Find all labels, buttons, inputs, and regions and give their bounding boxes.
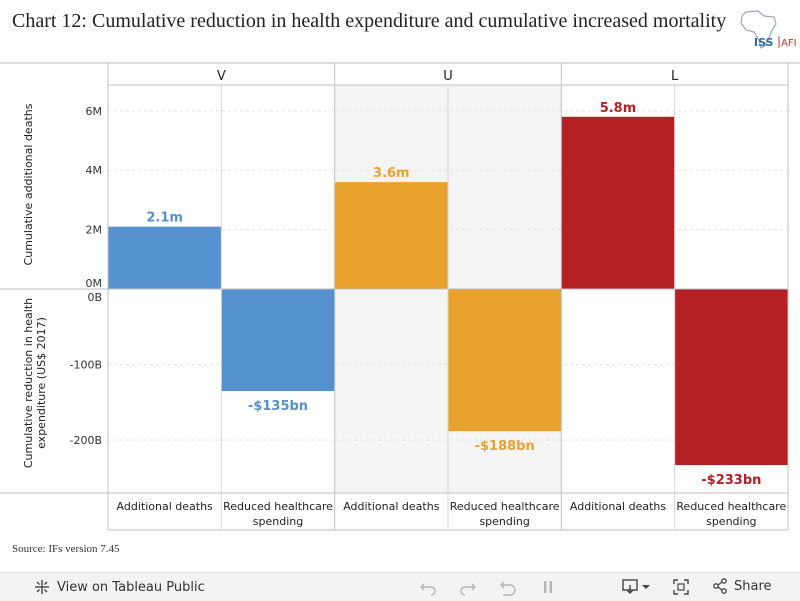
axis-title-lower-line-0: Cumulative reduction in health <box>22 298 35 468</box>
bar-spending-U <box>448 289 562 432</box>
bar-spending-L <box>674 289 788 466</box>
bar-spending-V <box>221 289 335 391</box>
panel-header-U: U <box>443 69 453 84</box>
share-icon <box>713 578 727 594</box>
data-label-spending-L: -$233bn <box>701 473 761 488</box>
category-label-L-1-0: Reduced healthcare <box>676 500 786 513</box>
panel-header-L: L <box>671 69 679 84</box>
view-on-tableau-label: View on Tableau Public <box>57 579 205 595</box>
data-label-spending-V: -$135bn <box>248 399 308 414</box>
bar-deaths-V <box>108 226 222 289</box>
share-label: Share <box>734 578 772 594</box>
category-label-V-0-0: Additional deaths <box>117 500 213 513</box>
tick-label-upper-1: 2M <box>86 224 103 237</box>
tick-label-upper-2: 4M <box>86 164 103 177</box>
logo-text-afi: AFI <box>781 38 797 49</box>
tick-label-lower-0: 0B <box>87 291 102 304</box>
panel-header-V: V <box>217 69 226 84</box>
undo-icon[interactable] <box>419 578 437 596</box>
logo-text-iss: ISS <box>754 36 774 49</box>
category-label-V-1-1: spending <box>253 515 303 528</box>
fullscreen-icon[interactable] <box>672 578 690 596</box>
tableau-toolbar: View on Tableau Public Share <box>0 572 800 601</box>
bar-deaths-L <box>561 116 675 290</box>
tick-label-lower-2: -200B <box>69 434 102 447</box>
category-label-L-1-1: spending <box>706 515 756 528</box>
category-label-U-1-1: spending <box>479 515 529 528</box>
redo-icon[interactable] <box>459 578 477 596</box>
chart-title: Chart 12: Cumulative reduction in health… <box>12 10 727 32</box>
axis-title-upper: Cumulative additional deaths <box>22 103 35 265</box>
download-icon[interactable] <box>621 578 639 596</box>
tick-label-upper-0: 0M <box>86 277 103 290</box>
data-label-deaths-L: 5.8m <box>600 101 637 116</box>
revert-icon[interactable] <box>499 578 517 596</box>
tick-label-upper-3: 6M <box>86 105 103 118</box>
source-note: Source: IFs version 7.45 <box>12 543 120 555</box>
tick-label-lower-1: -100B <box>69 359 102 372</box>
axis-title-lower-line-1: expenditure (US$ 2017) <box>35 317 48 449</box>
category-label-U-0-0: Additional deaths <box>343 500 439 513</box>
category-label-L-0-0: Additional deaths <box>570 500 666 513</box>
data-label-deaths-V: 2.1m <box>146 211 183 226</box>
chevron-down-icon[interactable] <box>641 578 651 596</box>
pause-icon[interactable] <box>539 578 557 596</box>
data-label-spending-U: -$188bn <box>475 439 535 454</box>
iss-logo: ISS AFI <box>740 10 797 49</box>
bar-deaths-U <box>334 182 448 289</box>
africa-map-icon <box>740 10 777 49</box>
view-on-tableau-button[interactable]: View on Tableau Public <box>34 579 205 595</box>
data-label-deaths-U: 3.6m <box>373 166 410 181</box>
category-label-U-1-0: Reduced healthcare <box>450 500 560 513</box>
chart-area: 2.1m -$135bn 3.6m -$188bn 5.8m -$233bn V U L 0M 2M… <box>0 62 800 531</box>
category-label-V-1-0: Reduced healthcare <box>223 500 333 513</box>
tableau-logo-icon <box>35 580 49 594</box>
share-button[interactable]: Share <box>712 578 772 594</box>
